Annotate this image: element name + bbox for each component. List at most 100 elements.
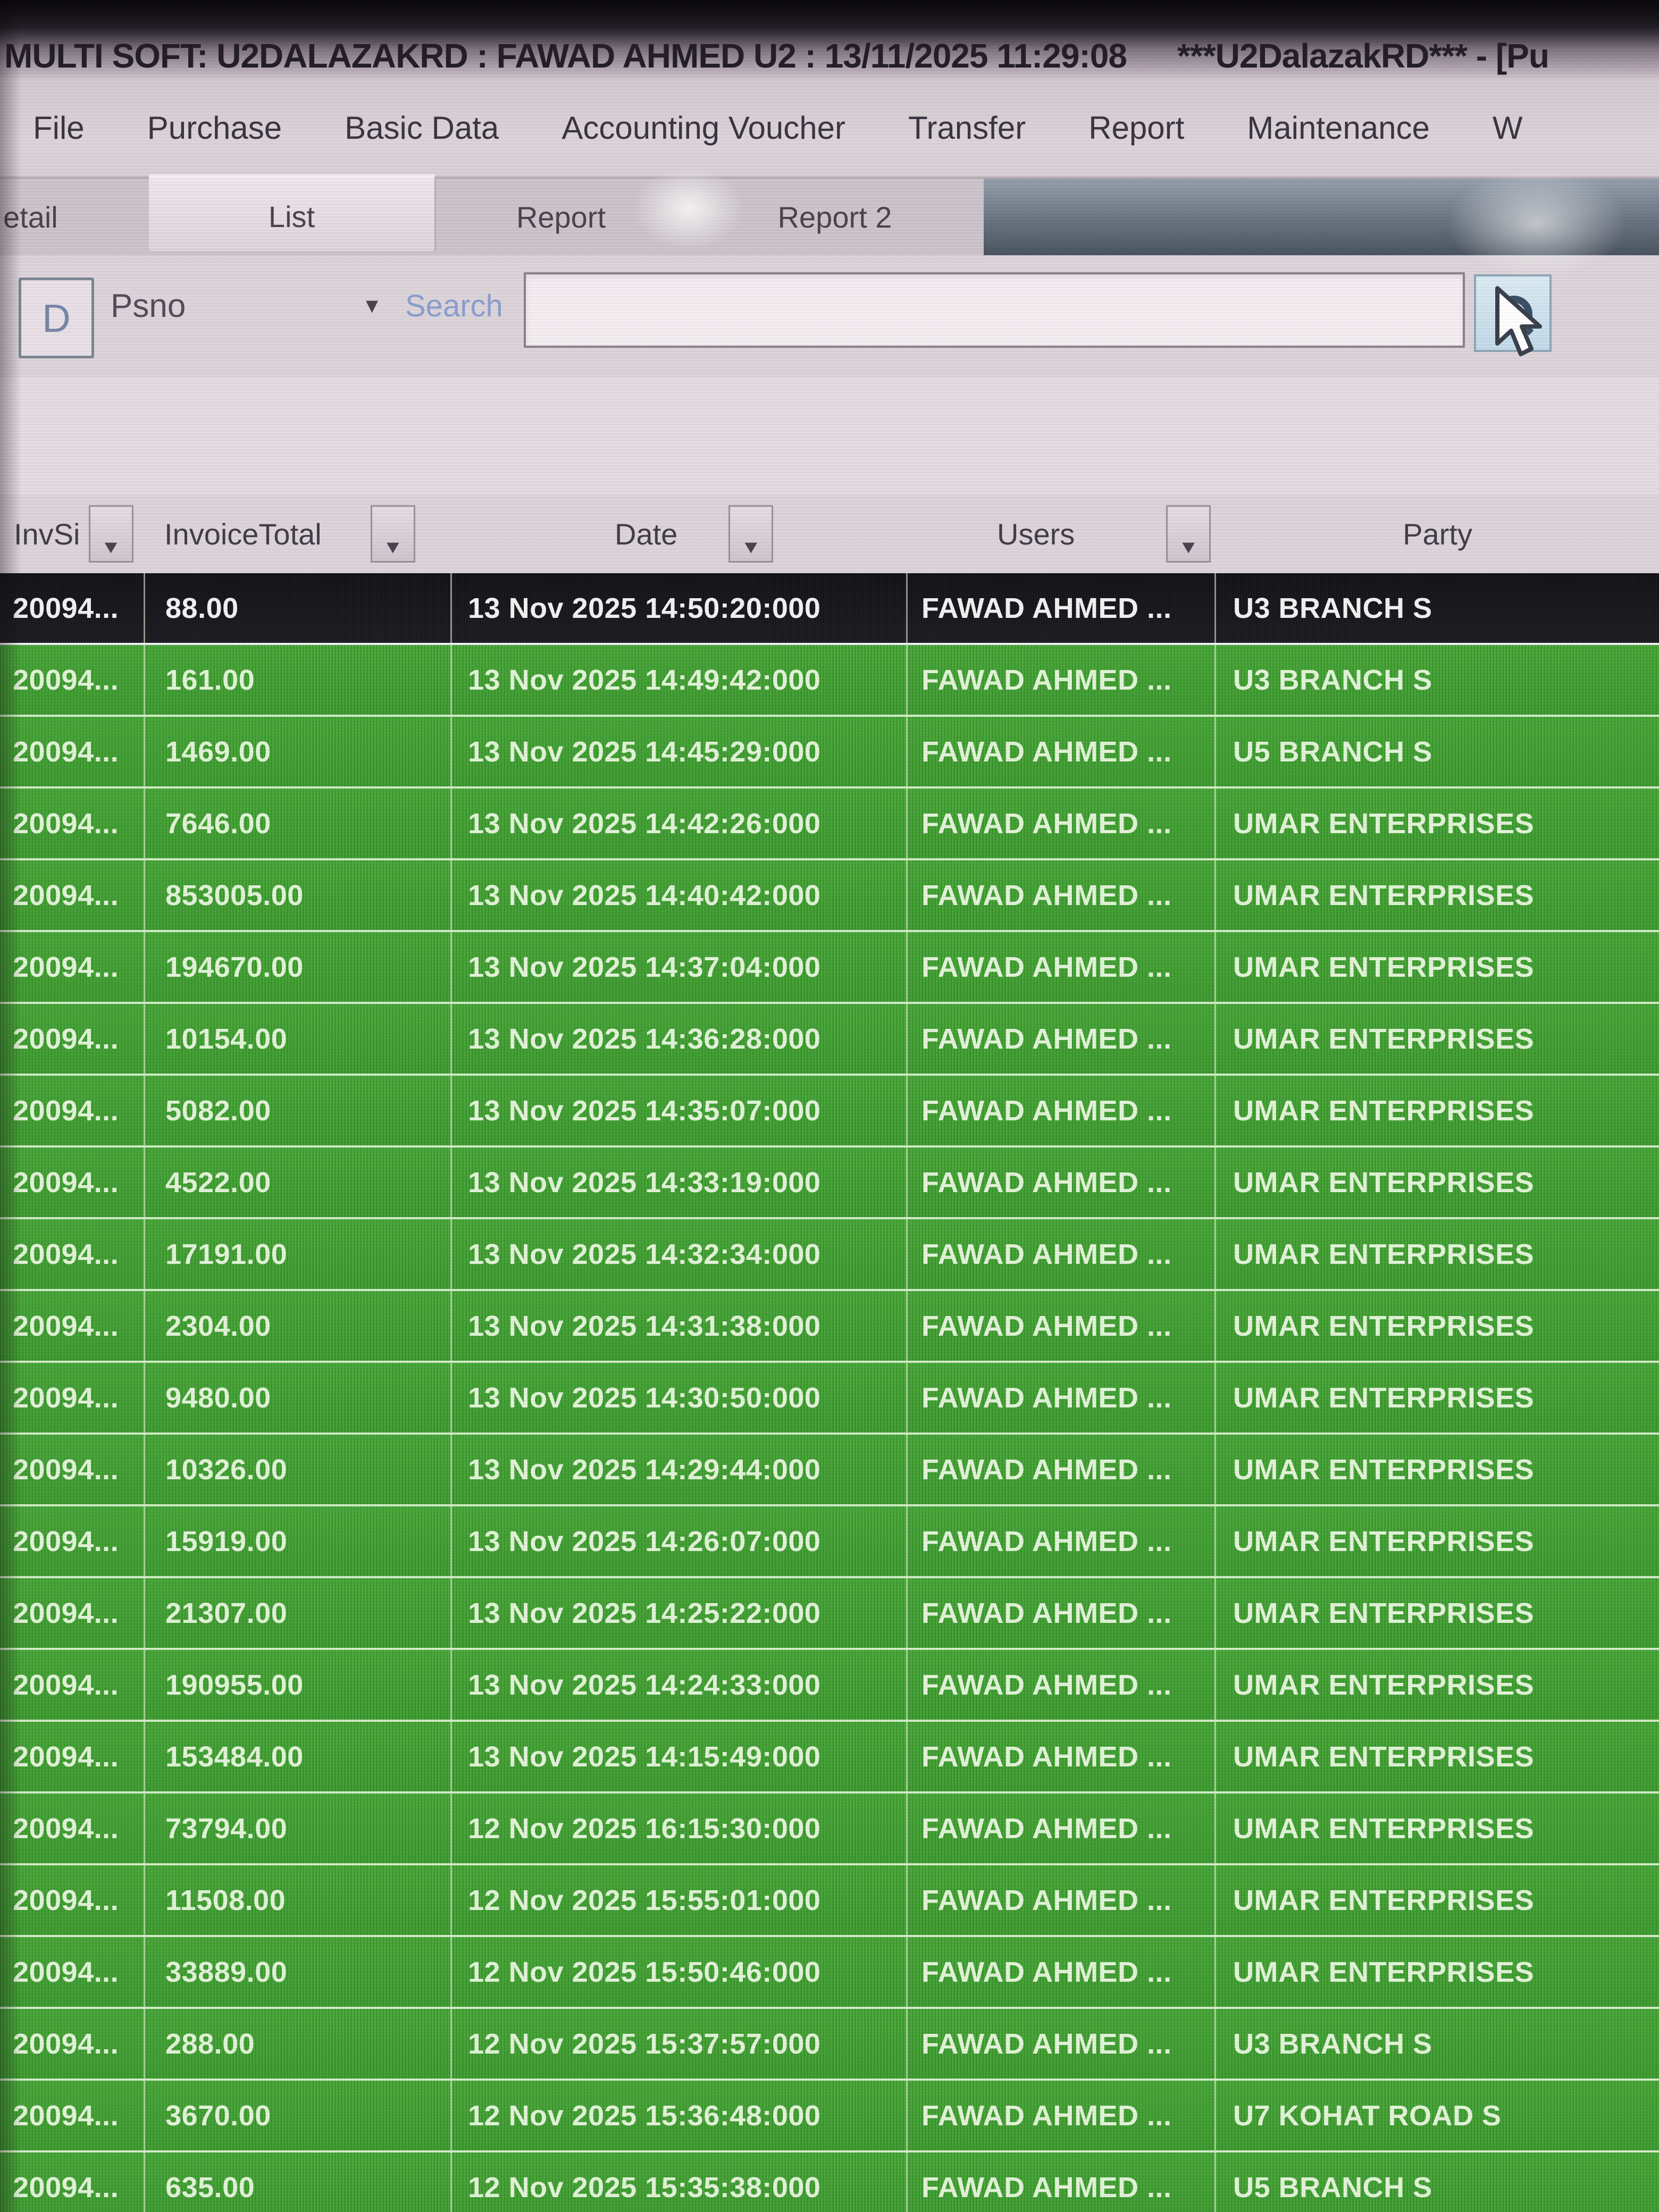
invsi-filter-button[interactable]: ▼	[88, 505, 133, 563]
cell-party: UMAR ENTERPRISES	[1233, 1956, 1535, 1988]
menu-item-basic-data[interactable]: Basic Data	[345, 110, 499, 146]
cell-date: 13 Nov 2025 14:31:38:000	[452, 1291, 908, 1361]
cell-total: 21307.00	[145, 1578, 452, 1648]
table-row[interactable]: 20094... 5082.00 13 Nov 2025 14:35:07:000 F…	[0, 1076, 1659, 1147]
table-row[interactable]: 20094... 10154.00 13 Nov 2025 14:36:28:000…	[0, 1004, 1659, 1076]
table-row[interactable]: 20094... 33889.00 12 Nov 2025 15:50:46:000…	[0, 1937, 1659, 2009]
cell-total: 853005.00	[145, 860, 452, 930]
cell-users: FAWAD AHMED ...	[908, 573, 1216, 643]
cell-party: UMAR ENTERPRISES	[1233, 879, 1535, 911]
column-label: Users	[997, 517, 1075, 551]
cell-users: FAWAD AHMED ...	[908, 1506, 1216, 1576]
table-row[interactable]: 20094... 7646.00 13 Nov 2025 14:42:26:000 F…	[0, 789, 1659, 860]
table-row[interactable]: 20094... 1469.00 13 Nov 2025 14:45:29:000 F…	[0, 717, 1659, 789]
table-row[interactable]: 20094... 11508.00 12 Nov 2025 15:55:01:000…	[0, 1865, 1659, 1937]
users-filter-button[interactable]: ▼	[1166, 505, 1211, 563]
search-label: Search	[405, 289, 503, 323]
table-row[interactable]: 20094... 635.00 12 Nov 2025 15:35:38:000 FA…	[0, 2152, 1659, 2212]
menu-item-report[interactable]: Report	[1088, 110, 1185, 146]
column-label: InvSi	[14, 517, 80, 551]
cell-date: 13 Nov 2025 14:33:19:000	[452, 1147, 908, 1217]
cell-total: 73794.00	[145, 1794, 452, 1863]
table-row[interactable]: 20094... 9480.00 13 Nov 2025 14:30:50:000 F…	[0, 1363, 1659, 1435]
cell-party: UMAR ENTERPRISES	[1233, 1381, 1535, 1414]
table-row[interactable]: 20094... 15919.00 13 Nov 2025 14:26:07:000…	[0, 1506, 1659, 1578]
cell-inv: 20094...	[0, 1937, 145, 2007]
cell-date: 12 Nov 2025 15:36:48:000	[452, 2081, 908, 2150]
cell-total: 5082.00	[145, 1076, 452, 1145]
table-row[interactable]: 20094... 88.00 13 Nov 2025 14:50:20:000 FAW…	[0, 573, 1659, 645]
cell-party: UMAR ENTERPRISES	[1233, 1525, 1535, 1557]
cell-inv: 20094...	[0, 645, 145, 715]
window-titlebar: MULTI SOFT: U2DALAZAKRD : FAWAD AHMED U2…	[0, 0, 1659, 79]
search-button[interactable]	[1474, 274, 1552, 352]
cell-users: FAWAD AHMED ...	[908, 1147, 1216, 1217]
column-header-party: Party	[1216, 495, 1659, 573]
chevron-down-icon: ▼	[382, 537, 404, 557]
table-row[interactable]: 20094... 17191.00 13 Nov 2025 14:32:34:000…	[0, 1219, 1659, 1291]
table-row[interactable]: 20094... 153484.00 13 Nov 2025 14:15:49:00…	[0, 1722, 1659, 1794]
chevron-down-icon[interactable]: ▾	[366, 291, 379, 319]
table-row[interactable]: 20094... 853005.00 13 Nov 2025 14:40:42:00…	[0, 860, 1659, 932]
table-row[interactable]: 20094... 190955.00 13 Nov 2025 14:24:33:00…	[0, 1650, 1659, 1722]
cell-users: FAWAD AHMED ...	[908, 1219, 1216, 1289]
cell-users: FAWAD AHMED ...	[908, 1004, 1216, 1074]
cell-inv: 20094...	[0, 1506, 145, 1576]
cell-total: 194670.00	[145, 932, 452, 1002]
table-row[interactable]: 20094... 4522.00 13 Nov 2025 14:33:19:000 F…	[0, 1147, 1659, 1219]
cell-date: 13 Nov 2025 14:29:44:000	[452, 1435, 908, 1504]
tab-label: Report 2	[777, 200, 892, 234]
cell-party: U5 BRANCH S	[1233, 735, 1432, 768]
menu-item-w[interactable]: W	[1492, 110, 1523, 146]
tabstrip-dark-band	[984, 179, 1659, 255]
table-row[interactable]: 20094... 161.00 13 Nov 2025 14:49:42:000 FA…	[0, 645, 1659, 717]
d-button[interactable]: D	[19, 278, 94, 358]
search-bar: D Psno ▾ Search	[0, 255, 1659, 378]
cell-total: 4522.00	[145, 1147, 452, 1217]
table-row[interactable]: 20094... 2304.00 13 Nov 2025 14:31:38:000 F…	[0, 1291, 1659, 1363]
date-filter-button[interactable]: ▼	[728, 505, 774, 563]
cell-total: 190955.00	[145, 1650, 452, 1720]
tab-list[interactable]: List	[149, 174, 436, 251]
cell-users: FAWAD AHMED ...	[908, 789, 1216, 858]
cell-inv: 20094...	[0, 2009, 145, 2079]
cell-party: U7 KOHAT ROAD S	[1233, 2099, 1502, 2132]
table-row[interactable]: 20094... 288.00 12 Nov 2025 15:37:57:000 FA…	[0, 2009, 1659, 2081]
cell-date: 12 Nov 2025 15:35:38:000	[452, 2152, 908, 2212]
cell-inv: 20094...	[0, 717, 145, 786]
menu-item-file[interactable]: File	[33, 110, 85, 146]
cell-party: UMAR ENTERPRISES	[1233, 1094, 1535, 1127]
column-header-date: Date ▼	[452, 495, 908, 573]
cell-party: U3 BRANCH S	[1233, 664, 1432, 696]
table-row[interactable]: 20094... 73794.00 12 Nov 2025 16:15:30:000…	[0, 1794, 1659, 1865]
invoicetotal-filter-button[interactable]: ▼	[370, 505, 415, 563]
menu-item-maintenance[interactable]: Maintenance	[1247, 110, 1430, 146]
cell-date: 13 Nov 2025 14:24:33:000	[452, 1650, 908, 1720]
tab-strip: etail List Report Report 2	[0, 174, 1659, 255]
table-row[interactable]: 20094... 3670.00 12 Nov 2025 15:36:48:000 F…	[0, 2081, 1659, 2152]
table-row[interactable]: 20094... 194670.00 13 Nov 2025 14:37:04:00…	[0, 932, 1659, 1004]
menu-item-accounting-voucher[interactable]: Accounting Voucher	[562, 110, 846, 146]
menu-item-transfer[interactable]: Transfer	[908, 110, 1026, 146]
cell-inv: 20094...	[0, 860, 145, 930]
cell-users: FAWAD AHMED ...	[908, 1363, 1216, 1432]
menu-item-purchase[interactable]: Purchase	[147, 110, 282, 146]
table-row[interactable]: 20094... 10326.00 13 Nov 2025 14:29:44:000…	[0, 1435, 1659, 1506]
cell-users: FAWAD AHMED ...	[908, 1578, 1216, 1648]
tab-report[interactable]: Report	[436, 179, 686, 255]
cell-inv: 20094...	[0, 1794, 145, 1863]
cell-total: 11508.00	[145, 1865, 452, 1935]
cell-total: 17191.00	[145, 1219, 452, 1289]
cell-users: FAWAD AHMED ...	[908, 1435, 1216, 1504]
search-input[interactable]	[524, 272, 1465, 348]
cell-party: UMAR ENTERPRISES	[1233, 1597, 1535, 1629]
tab-etail[interactable]: etail	[0, 179, 149, 255]
chevron-down-icon: ▼	[100, 537, 122, 557]
cell-users: FAWAD AHMED ...	[908, 2009, 1216, 2079]
table-row[interactable]: 20094... 21307.00 13 Nov 2025 14:25:22:000…	[0, 1578, 1659, 1650]
magnifier-icon	[1495, 296, 1534, 336]
cell-inv: 20094...	[0, 932, 145, 1002]
column-label: Date	[615, 517, 678, 551]
tab-report-2[interactable]: Report 2	[686, 179, 984, 255]
field-selector[interactable]: Psno	[111, 288, 186, 324]
